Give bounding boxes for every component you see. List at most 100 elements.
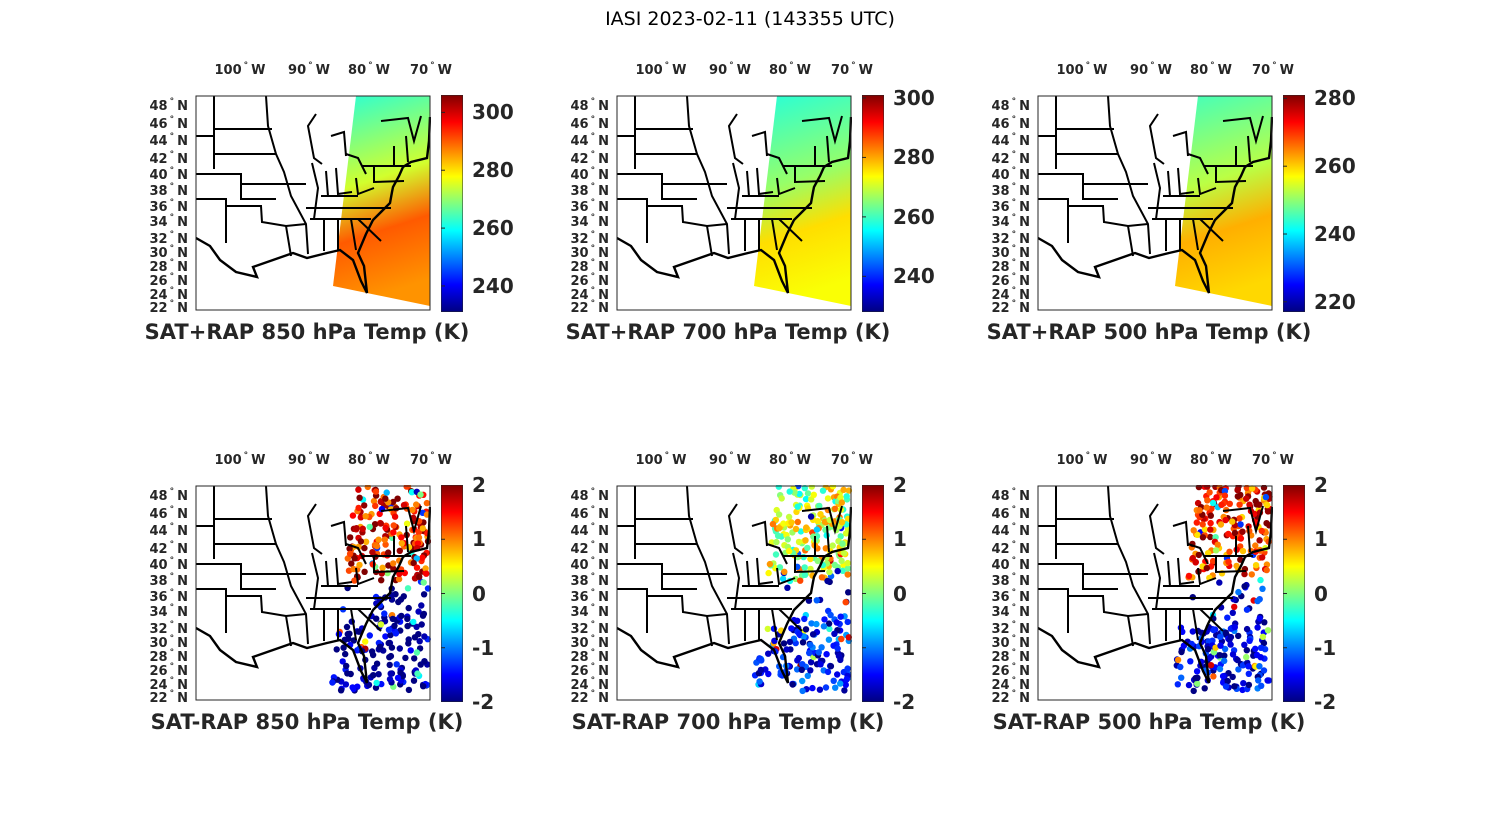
data-point [805, 597, 813, 604]
data-point [389, 615, 396, 623]
data-point [830, 677, 837, 684]
colorbar-tick-label: 2 [472, 473, 486, 497]
data-point [1243, 495, 1250, 502]
data-point [361, 568, 368, 575]
state-border [751, 130, 768, 157]
colorbar-tick-label: -2 [893, 690, 916, 714]
state-border [756, 167, 774, 196]
data-point [788, 625, 795, 632]
data-point [386, 654, 393, 661]
state-border [306, 113, 323, 165]
data-point [359, 525, 366, 532]
data-point [344, 670, 351, 677]
data-point [834, 645, 841, 652]
state-border [617, 563, 697, 590]
state-border [265, 485, 309, 645]
data-point [413, 501, 420, 508]
lon-tick-label: 80 ° W [769, 451, 811, 468]
data-point [1226, 500, 1233, 507]
data-point [423, 499, 431, 507]
colorbar-tick-label: 240 [472, 273, 514, 298]
data-point [1234, 656, 1241, 664]
data-point [348, 560, 355, 567]
data-point [778, 495, 785, 502]
lat-tick-label: 38 ° N [149, 572, 188, 589]
lat-tick-label: 30 ° N [570, 634, 609, 651]
data-point [756, 678, 763, 685]
map-panel-1 [195, 95, 431, 311]
lat-tick-label: 36 ° N [991, 588, 1030, 605]
data-point [806, 649, 813, 657]
colorbar-6 [1283, 485, 1305, 702]
data-point [415, 529, 422, 536]
data-point [1263, 566, 1270, 574]
state-border [350, 218, 357, 251]
data-point [758, 657, 765, 664]
lon-tick-label: 90 ° W [288, 451, 330, 468]
data-point [1207, 662, 1215, 669]
data-point [1178, 648, 1185, 656]
data-point [1256, 663, 1263, 670]
data-point [399, 673, 406, 680]
data-point [1243, 485, 1250, 492]
state-border [373, 166, 405, 184]
lat-tick-label: 38 ° N [149, 182, 188, 199]
data-point [1231, 624, 1238, 631]
data-point [1241, 583, 1248, 590]
state-border [355, 567, 375, 586]
state-border [1172, 520, 1189, 547]
lat-tick-label: 34 ° N [991, 603, 1030, 620]
lon-tick-label: 70 ° W [831, 61, 873, 78]
state-border [1215, 556, 1247, 574]
data-point [832, 684, 839, 691]
lat-tick-label: 32 ° N [149, 230, 188, 247]
data-point [353, 525, 360, 532]
data-point [837, 494, 844, 501]
data-point [1246, 637, 1253, 644]
lat-tick-label: 40 ° N [149, 556, 188, 573]
data-point [785, 513, 793, 521]
data-point [1214, 541, 1221, 548]
state-border [1222, 505, 1264, 535]
data-point [383, 489, 390, 496]
data-point [1236, 515, 1243, 522]
map-frame [195, 95, 431, 311]
colorbar-2 [862, 95, 884, 312]
data-point [813, 597, 820, 604]
data-point [794, 503, 801, 510]
lat-tick-label: 28 ° N [991, 648, 1030, 665]
data-point [396, 570, 403, 578]
data-point [1254, 597, 1261, 605]
data-point [402, 654, 409, 662]
lat-tick-label: 44 ° N [991, 132, 1030, 149]
data-point [382, 495, 389, 502]
state-border [826, 135, 830, 163]
data-point [1240, 680, 1247, 687]
data-point [801, 485, 808, 492]
state-border [355, 177, 375, 196]
data-point [373, 542, 381, 550]
lat-tick-label: 44 ° N [149, 522, 188, 539]
data-point [804, 672, 811, 679]
state-border [311, 162, 320, 220]
data-point [404, 622, 411, 630]
lat-tick-label: 46 ° N [991, 505, 1030, 522]
data-point [1209, 557, 1217, 565]
lat-tick-label: 48 ° N [991, 487, 1030, 504]
data-point [1243, 606, 1251, 613]
data-point [1241, 641, 1248, 648]
state-border [778, 608, 803, 632]
colorbar-tick-label: 0 [472, 581, 486, 606]
data-point [1237, 521, 1244, 528]
data-point [355, 486, 362, 493]
state-border [801, 505, 843, 535]
data-point [329, 679, 336, 686]
data-point [1257, 644, 1265, 651]
lat-tick-label: 32 ° N [149, 620, 188, 637]
data-point [1178, 674, 1185, 681]
state-border [357, 218, 382, 242]
data-point [831, 561, 838, 569]
data-point [418, 621, 425, 628]
data-point [1193, 519, 1200, 526]
